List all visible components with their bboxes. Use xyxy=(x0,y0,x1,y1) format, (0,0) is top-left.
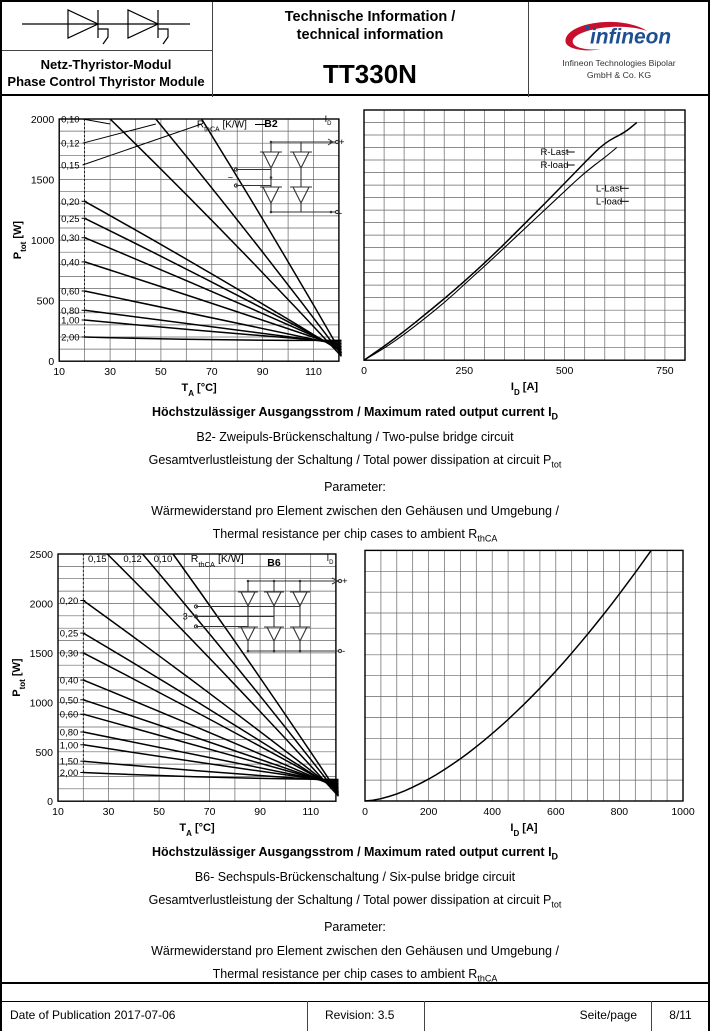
svg-text:10: 10 xyxy=(52,806,64,818)
svg-text:200: 200 xyxy=(420,806,438,818)
svg-text:500: 500 xyxy=(35,747,53,759)
svg-text:0,12: 0,12 xyxy=(61,139,80,150)
svg-text:0,40: 0,40 xyxy=(61,257,80,268)
svg-text:0: 0 xyxy=(362,806,368,818)
svg-text:0,80: 0,80 xyxy=(60,728,79,739)
svg-text:750: 750 xyxy=(656,365,674,377)
svg-text:50: 50 xyxy=(155,366,167,378)
svg-text:500: 500 xyxy=(556,365,574,377)
svg-text:0,20: 0,20 xyxy=(60,596,79,607)
svg-text:0: 0 xyxy=(48,356,54,368)
svg-text:800: 800 xyxy=(611,806,629,818)
svg-text:R-Last: R-Last xyxy=(541,147,569,158)
svg-text:2500: 2500 xyxy=(30,549,54,561)
svg-text:0,50: 0,50 xyxy=(60,695,79,706)
svg-text:90: 90 xyxy=(254,806,266,818)
svg-text:0,15: 0,15 xyxy=(88,554,107,565)
svg-text:B2: B2 xyxy=(264,118,278,130)
svg-text:1,00: 1,00 xyxy=(60,740,79,751)
svg-text:2,00: 2,00 xyxy=(60,768,79,779)
svg-text:0,12: 0,12 xyxy=(123,554,142,565)
svg-text:1500: 1500 xyxy=(31,175,55,187)
svg-text:-: - xyxy=(339,208,342,219)
svg-text:250: 250 xyxy=(456,365,474,377)
svg-text:70: 70 xyxy=(204,806,216,818)
svg-text:90: 90 xyxy=(257,366,269,378)
svg-text:0,15: 0,15 xyxy=(61,161,80,172)
svg-text:1,00: 1,00 xyxy=(61,316,80,327)
svg-text:0,40: 0,40 xyxy=(60,676,79,687)
svg-text:0,10: 0,10 xyxy=(154,554,173,565)
svg-text:0: 0 xyxy=(47,796,53,808)
svg-text:2000: 2000 xyxy=(31,114,55,126)
svg-text:0,30: 0,30 xyxy=(60,648,79,659)
svg-text:+: + xyxy=(342,576,348,587)
svg-text:0,20: 0,20 xyxy=(61,197,80,208)
svg-text:L-Last: L-Last xyxy=(596,183,623,194)
svg-text:50: 50 xyxy=(153,806,165,818)
svg-text:~: ~ xyxy=(228,173,233,183)
svg-text:0,60: 0,60 xyxy=(61,287,80,298)
svg-text:1000: 1000 xyxy=(30,697,54,709)
svg-text:600: 600 xyxy=(547,806,565,818)
svg-text:70: 70 xyxy=(206,366,218,378)
svg-text:1000: 1000 xyxy=(671,806,695,818)
svg-text:0,30: 0,30 xyxy=(61,233,80,244)
svg-text:+: + xyxy=(339,137,345,148)
svg-text:30: 30 xyxy=(104,366,116,378)
svg-text:10: 10 xyxy=(53,366,65,378)
svg-text:0,25: 0,25 xyxy=(60,629,79,640)
svg-text:L-load: L-load xyxy=(596,196,622,207)
svg-text:-: - xyxy=(342,646,345,657)
svg-text:0,60: 0,60 xyxy=(60,710,79,721)
svg-text:500: 500 xyxy=(37,296,55,308)
svg-text:110: 110 xyxy=(305,366,322,378)
svg-text:400: 400 xyxy=(483,806,501,818)
svg-text:2000: 2000 xyxy=(30,598,54,610)
svg-text:0,10: 0,10 xyxy=(61,115,80,126)
svg-text:B6: B6 xyxy=(267,557,281,569)
svg-text:1500: 1500 xyxy=(30,648,54,660)
svg-text:infineon: infineon xyxy=(590,26,671,49)
svg-text:1000: 1000 xyxy=(31,235,55,247)
svg-text:0,25: 0,25 xyxy=(61,214,80,225)
svg-text:1,50: 1,50 xyxy=(60,757,79,768)
svg-text:R-load: R-load xyxy=(541,160,569,171)
svg-text:3~: 3~ xyxy=(183,612,193,622)
svg-text:30: 30 xyxy=(103,806,115,818)
svg-text:110: 110 xyxy=(302,806,319,818)
svg-text:2,00: 2,00 xyxy=(61,333,80,344)
svg-text:0: 0 xyxy=(361,365,367,377)
